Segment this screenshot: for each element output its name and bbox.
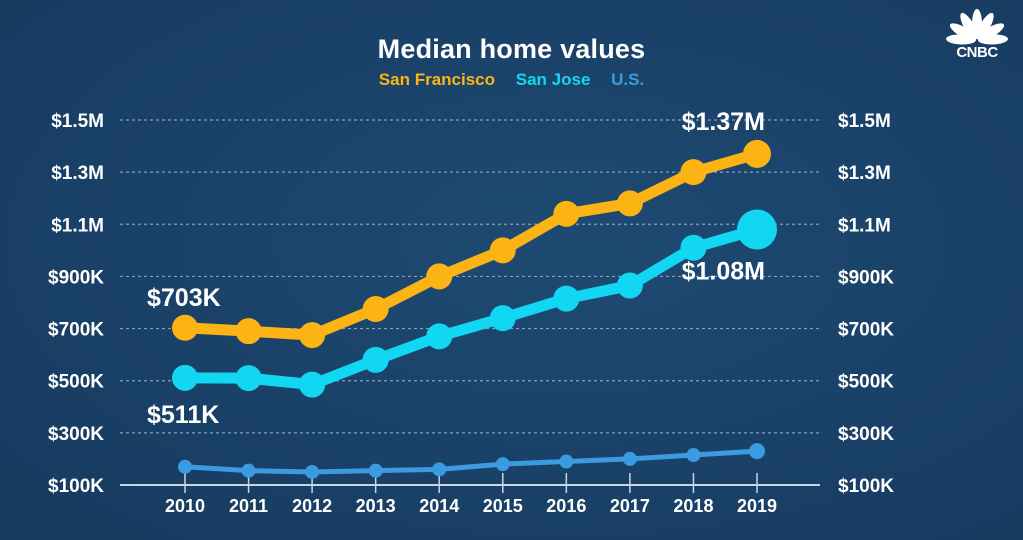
data-point <box>489 305 516 332</box>
y-tick-label-right: $300K <box>838 424 894 445</box>
data-point <box>178 459 192 474</box>
data-point <box>299 371 326 398</box>
x-tick-label: 2018 <box>673 496 713 516</box>
y-tick-label-left: $1.5M <box>51 111 104 132</box>
data-point <box>686 448 701 463</box>
data-point <box>362 296 389 323</box>
x-tick-label: 2017 <box>610 496 650 516</box>
data-point <box>553 285 580 312</box>
y-tick-label-right: $1.5M <box>838 111 891 132</box>
data-point <box>489 237 516 264</box>
y-tick-label-right: $100K <box>838 476 894 497</box>
data-label: $1.37M <box>682 108 765 136</box>
data-point <box>616 190 643 217</box>
y-axis-left: $100K $300K $500K $700K $900K $1.1M $1.3M $1.5M <box>48 111 104 497</box>
legend-us: U.S. <box>611 70 645 89</box>
data-point <box>362 346 389 373</box>
series-u-s <box>178 443 765 479</box>
legend-san-jose: San Jose <box>515 70 591 89</box>
y-tick-label-right: $900K <box>838 267 894 288</box>
y-tick-label-left: $900K <box>48 267 104 288</box>
annotations: $703K $511K $1.37M $1.08M <box>147 108 765 429</box>
data-point <box>737 209 777 250</box>
data-label: $511K <box>147 401 219 429</box>
data-point <box>235 318 262 345</box>
peacock-icon <box>946 9 1008 45</box>
data-point <box>495 457 510 472</box>
y-tick-label-right: $1.3M <box>838 163 891 184</box>
data-point <box>426 323 453 350</box>
legend: San Francisco San Jose U.S. <box>0 70 1023 90</box>
x-tick-label: 2015 <box>483 496 523 516</box>
y-tick-label-left: $300K <box>48 424 104 445</box>
series-san-jose <box>172 209 777 398</box>
data-point <box>432 462 447 477</box>
data-point <box>743 139 771 168</box>
data-point <box>241 463 256 478</box>
data-point <box>553 200 580 227</box>
data-point <box>426 263 453 290</box>
data-point <box>368 463 383 478</box>
data-point <box>305 464 320 479</box>
x-tick-label: 2014 <box>419 496 459 516</box>
data-point <box>680 234 707 261</box>
data-point <box>235 365 262 392</box>
data-point <box>749 443 765 460</box>
y-tick-label-left: $100K <box>48 476 104 497</box>
y-tick-label-right: $1.1M <box>838 215 891 236</box>
series-line <box>179 148 763 341</box>
series-line <box>179 224 763 391</box>
y-tick-label-right: $700K <box>838 320 894 341</box>
x-tick-label: 2013 <box>356 496 396 516</box>
data-point <box>680 159 707 186</box>
data-point <box>299 322 326 349</box>
x-tick-label: 2016 <box>546 496 586 516</box>
x-tick-label: 2011 <box>229 496 268 516</box>
data-label: $703K <box>147 284 221 312</box>
y-tick-label-right: $500K <box>838 372 894 393</box>
chart-title: Median home values <box>377 34 646 64</box>
y-tick-label-left: $500K <box>48 372 104 393</box>
data-label: $1.08M <box>682 258 765 286</box>
series-lines <box>172 139 777 479</box>
data-point <box>622 451 637 466</box>
data-point <box>616 272 643 299</box>
series-san-francisco <box>172 139 771 349</box>
x-tick-label: 2010 <box>165 496 205 516</box>
data-point <box>559 454 574 469</box>
x-axis: 2010 2011 2012 2013 2014 2015 2016 2017 2018 2019 <box>165 473 777 516</box>
series-line <box>182 448 760 475</box>
data-point <box>172 364 198 391</box>
gridlines <box>120 119 820 486</box>
data-point <box>172 314 198 341</box>
x-tick-label: 2012 <box>292 496 332 516</box>
legend-san-francisco: San Francisco <box>378 70 496 89</box>
cnbc-logo-text: CNBC <box>956 44 998 61</box>
cnbc-logo: CNBC <box>941 6 1013 64</box>
y-axis-right: $100K $300K $500K $700K $900K $1.1M $1.3M $1.5M <box>838 111 894 497</box>
y-tick-label-left: $1.1M <box>51 215 104 236</box>
x-tick-label: 2019 <box>737 496 777 516</box>
y-tick-label-left: $1.3M <box>51 163 104 184</box>
y-tick-label-left: $700K <box>48 320 104 341</box>
